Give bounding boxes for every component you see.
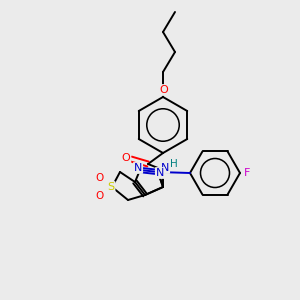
Text: O: O: [95, 191, 103, 201]
Text: O: O: [95, 173, 103, 183]
Text: H: H: [170, 159, 178, 169]
Text: O: O: [122, 153, 130, 163]
Text: S: S: [107, 182, 115, 192]
Text: F: F: [244, 168, 250, 178]
Text: N: N: [134, 163, 142, 173]
Text: N: N: [161, 163, 169, 173]
Text: O: O: [160, 85, 168, 95]
Text: N: N: [156, 168, 164, 178]
